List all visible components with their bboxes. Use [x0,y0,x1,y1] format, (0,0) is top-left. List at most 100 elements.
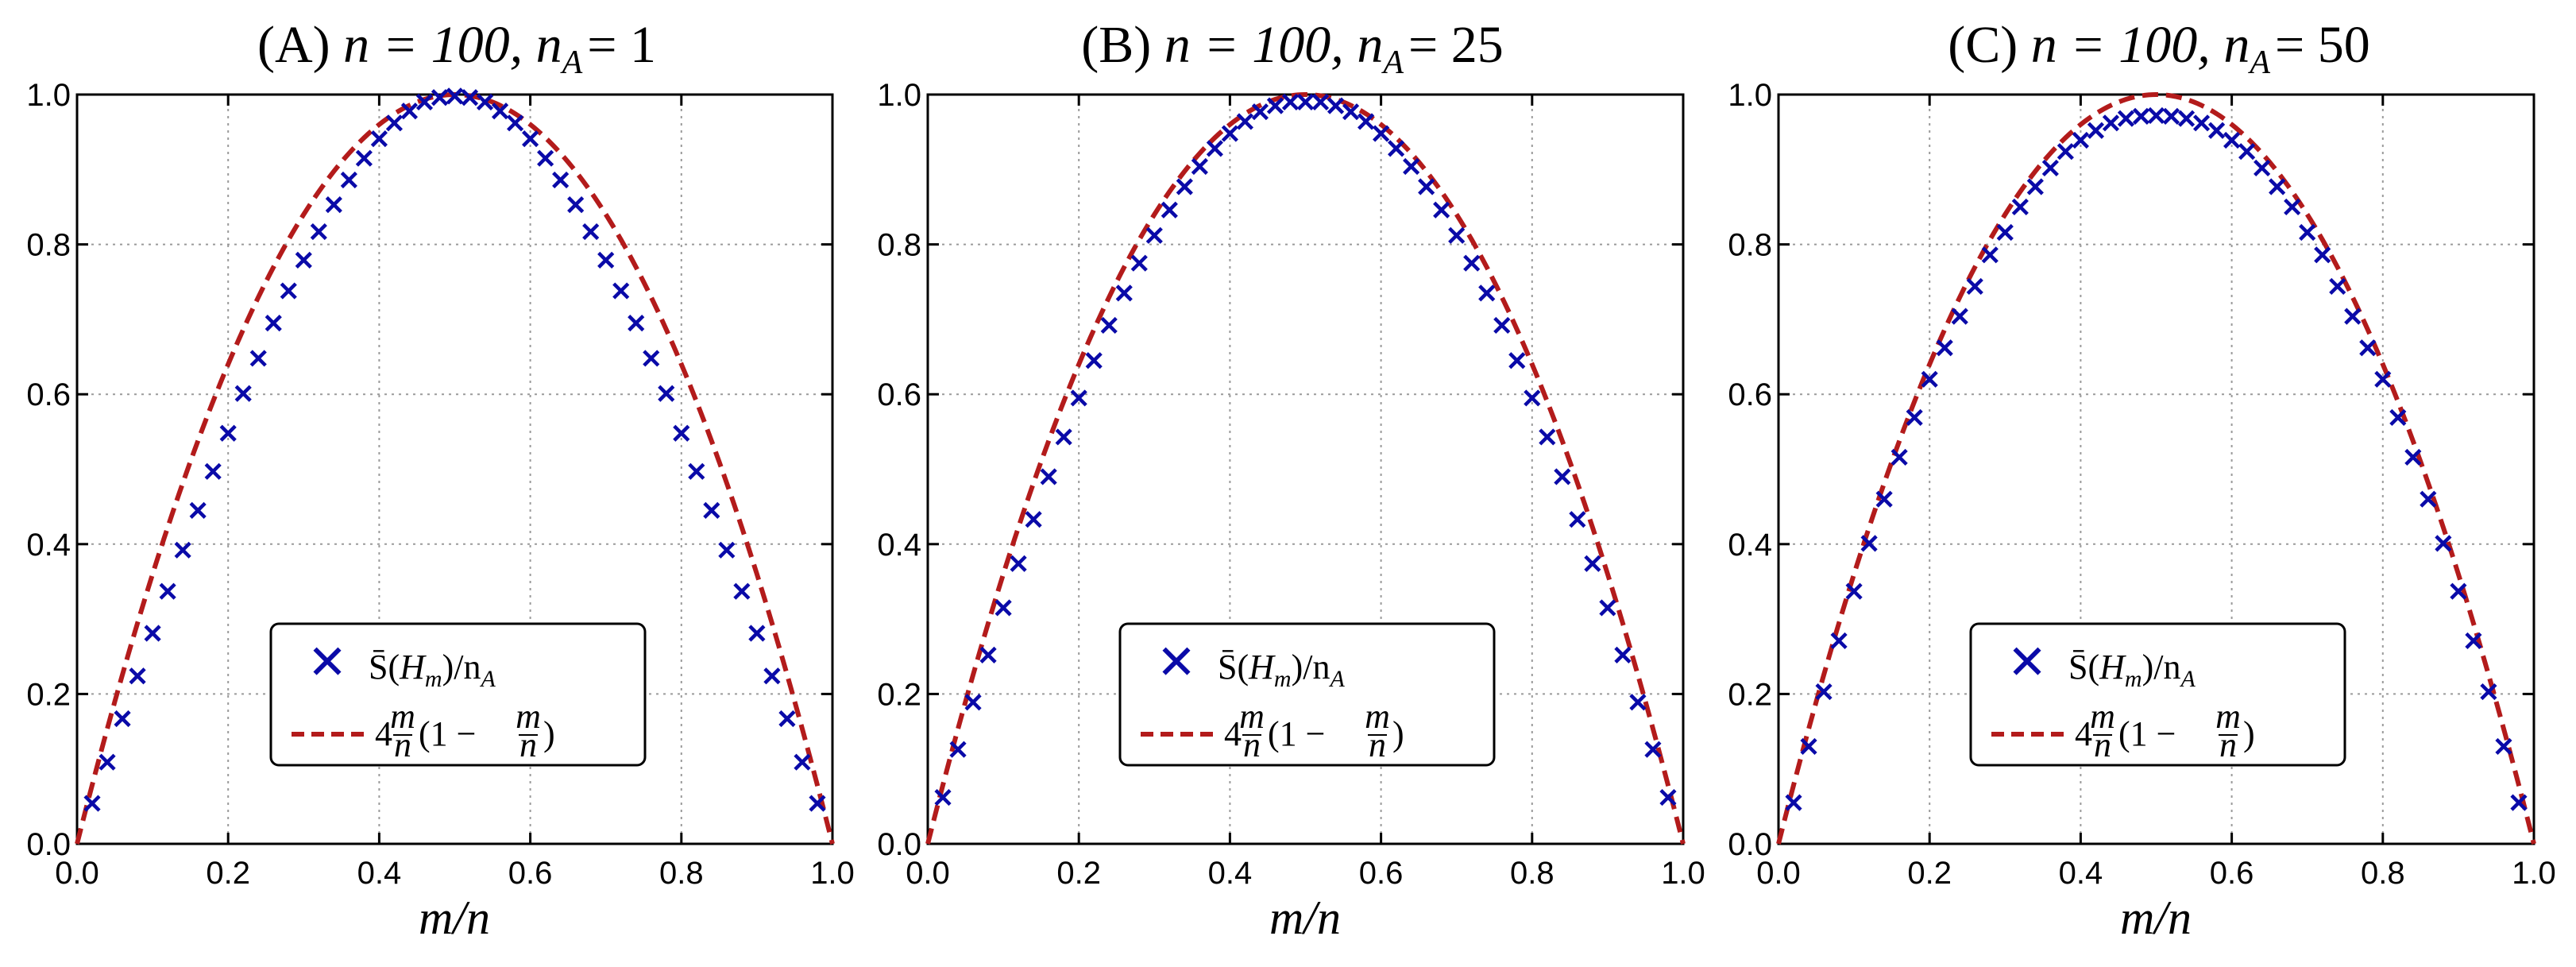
panel-a-data-point [809,795,826,812]
panel-c-data-point [2072,131,2089,149]
panel-c-data-point [1830,632,1848,650]
panel-a-data-point [83,795,101,812]
panel-a-data-point [325,196,342,214]
panel-b-legend-frac-den: n [1243,725,1261,764]
panel-b-title: (B) n = 100, nA= 25 [1081,16,1503,81]
panel-a-xtick-label: 0.8 [659,856,704,891]
panel-c-data-point [1890,448,1908,466]
panel-c-data-point [1800,737,1817,756]
panel-a-legend-frac2-den: n [519,725,537,764]
panel-b-data-point [949,741,967,758]
panel-a-data-point [643,350,660,367]
panel-a-data-point [204,462,222,480]
panel-a-data-point [778,710,796,728]
panel-b-data-point [1115,284,1133,302]
panel-a-data-point [129,667,146,685]
panel-c-data-point [2192,114,2211,132]
panel-b-data-point [1236,113,1254,130]
panel-b-ytick-label: 0.6 [877,377,921,412]
panel-c-data-point [2269,178,2286,195]
panel-a-data-point [673,424,690,442]
panel-b-data-point [979,646,997,663]
panel-a-ytick-label: 0.4 [26,528,71,563]
panel-a-legend-frac2-num: m [516,697,541,736]
panel-c-data-point [1860,535,1878,552]
panel-a-data-point [446,87,464,105]
panel-c-data-point [2238,143,2256,161]
panel-a-legend-curve-paren: (1 − [419,714,476,753]
panel-a-legend-curve-close: ) [543,714,555,753]
panel-b-legend-frac-num: m [1239,697,1265,736]
panel-a-markers [83,87,826,812]
panel-a: (A) n = 100, nA= 1 0.0 0.2 0.4 0.6 0.8 1.00.0… [26,16,854,944]
panel-a-legend-scatter-label: S̄(Hm)/nA [369,648,496,692]
panel-a-xtick-label: 1.0 [810,856,855,891]
panel-c-data-point [2041,159,2059,177]
panel-c-data-point [2450,582,2467,600]
panel-c-data-point [1785,794,1802,811]
panel-b-data-point [1327,97,1345,114]
panel-b: (B) n = 100, nA= 25 0.0 0.2 0.4 0.6 0.8 1.00.… [877,16,1705,944]
panel-c-data-point [1845,582,1863,600]
panel-a-data-point [703,501,720,519]
panel-c-data-point [2026,178,2044,195]
panel-a-ytick-label: 0.6 [26,377,71,412]
panel-c-data-point [1875,490,1893,508]
panel-b-legend: ✕ S̄(Hm)/nA 4 m n (1 − m n ) [1118,622,1496,767]
panel-a-xtick-label: 0.4 [357,856,402,891]
panel-b-xtick-label: 0.2 [1056,856,1101,891]
panel-c-legend-frac-den: n [2094,725,2111,764]
panel-b-data-point [1130,254,1148,272]
panel-b-legend-curve-coef: 4 [1224,714,1242,753]
panel-a-xlabel: m/n [419,892,490,944]
panel-b-data-point [1403,157,1420,176]
panel-b-data-point [1418,178,1435,195]
panel-b-data-point [1040,468,1057,485]
panel-a-legend-box [269,622,647,767]
panel-b-data-point [1554,468,1571,485]
panel-b-data-point [964,694,982,711]
panel-a-data-point [628,315,645,332]
panel-c-legend-frac2-num: m [2215,697,2241,736]
panel-c-legend-frac-num: m [2090,697,2115,736]
panel-a-data-point [794,753,811,771]
panel-b-data-point [1584,555,1601,572]
panel-a-xtick-label: 0.2 [206,856,250,891]
panel-b-data-point [1373,125,1390,142]
panel-a-data-point [491,103,509,120]
panel-a-ytick-label: 0.0 [26,827,71,862]
panel-a-legend-frac-den: n [394,725,411,764]
panel-b-data-point [1524,389,1541,407]
panel-b-data-point [1448,226,1466,244]
panel-b-data-point [1100,316,1118,335]
panel-a-legend-frac-num: m [390,697,415,736]
panel-b-data-point [1010,555,1027,572]
panel-a-data-point [385,114,404,132]
panel-a-data-point [612,282,630,300]
panel-b-data-point [1266,97,1284,114]
panel-a-data-point [265,315,282,332]
panel-a-data-point [114,710,131,728]
panel-b-data-point [1629,694,1647,711]
panel-b-data-point [1145,226,1163,244]
panel-b-data-point [1659,788,1677,806]
panel-a-ytick-label: 1.0 [26,78,71,113]
panel-b-xtick-label: 1.0 [1661,856,1705,891]
panel-c-data-point [2465,632,2482,650]
panel-a-data-point [400,103,419,120]
panel-a-data-point [174,541,191,559]
panel-a-data-point [733,582,751,600]
panel-c-data-point [2207,122,2226,139]
panel-c-data-point [2223,131,2241,149]
panel-a-data-point [658,385,675,402]
panel-b-ticks: 0.0 0.2 0.4 0.6 0.8 1.0 0.0 0.2 0.4 0.6 0.8 1.0 [877,78,1705,891]
panel-a-data-point [355,149,373,167]
panel-a-legend: ✕ S̄(Hm)/nA 4 m n (1 − m n ) [269,622,647,767]
panel-a-data-point [144,625,161,642]
panel-a-legend-curve-coef: 4 [375,714,392,753]
panel-c-data-point [2344,308,2362,325]
panel-a-title: (A) n = 100, nA= 1 [257,16,656,81]
panel-a-data-point [582,222,600,241]
panel-b-data-point [1161,201,1178,219]
panel-b-data-point [1311,93,1330,111]
